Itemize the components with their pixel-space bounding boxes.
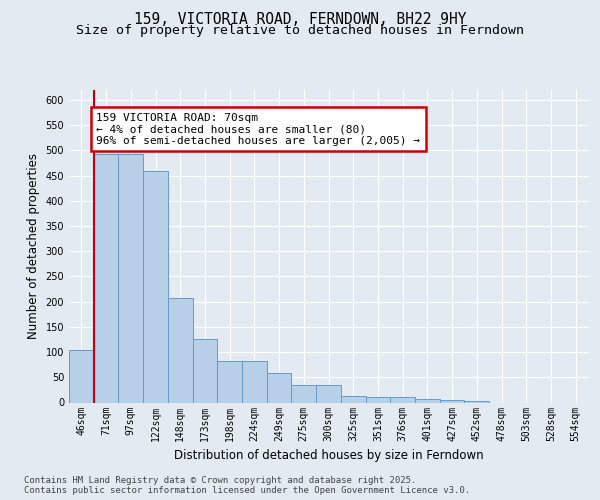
Bar bbox=[267, 374, 292, 402]
Bar bbox=[242, 361, 267, 403]
Bar bbox=[143, 170, 168, 402]
Bar bbox=[316, 385, 341, 402]
Text: 159 VICTORIA ROAD: 70sqm
← 4% of detached houses are smaller (80)
96% of semi-de: 159 VICTORIA ROAD: 70sqm ← 4% of detache… bbox=[96, 112, 420, 146]
Bar bbox=[94, 154, 118, 402]
Bar bbox=[168, 298, 193, 403]
Bar bbox=[69, 350, 94, 403]
Text: Size of property relative to detached houses in Ferndown: Size of property relative to detached ho… bbox=[76, 24, 524, 37]
Bar bbox=[365, 398, 390, 402]
X-axis label: Distribution of detached houses by size in Ferndown: Distribution of detached houses by size … bbox=[173, 449, 484, 462]
Bar bbox=[440, 400, 464, 402]
Text: 159, VICTORIA ROAD, FERNDOWN, BH22 9HY: 159, VICTORIA ROAD, FERNDOWN, BH22 9HY bbox=[134, 12, 466, 28]
Bar bbox=[292, 385, 316, 402]
Bar bbox=[415, 399, 440, 402]
Bar bbox=[193, 340, 217, 402]
Bar bbox=[217, 361, 242, 403]
Bar bbox=[390, 398, 415, 402]
Y-axis label: Number of detached properties: Number of detached properties bbox=[27, 153, 40, 339]
Text: Contains HM Land Registry data © Crown copyright and database right 2025.
Contai: Contains HM Land Registry data © Crown c… bbox=[24, 476, 470, 495]
Bar bbox=[118, 154, 143, 402]
Bar bbox=[341, 396, 365, 402]
